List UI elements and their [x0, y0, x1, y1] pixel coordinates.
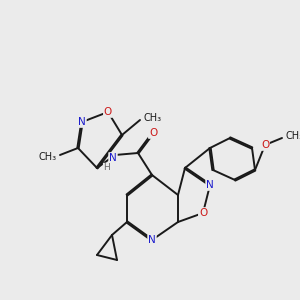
- Text: H: H: [103, 164, 110, 172]
- Text: N: N: [148, 235, 156, 245]
- Text: O: O: [199, 208, 207, 218]
- Text: CH₃: CH₃: [39, 152, 57, 162]
- Text: O: O: [149, 128, 157, 138]
- Text: N: N: [206, 180, 214, 190]
- Text: O: O: [261, 140, 269, 150]
- Text: N: N: [78, 117, 86, 127]
- Text: CH₃: CH₃: [285, 131, 300, 141]
- Text: N: N: [109, 153, 117, 163]
- Text: O: O: [104, 107, 112, 117]
- Text: CH₃: CH₃: [143, 113, 161, 123]
